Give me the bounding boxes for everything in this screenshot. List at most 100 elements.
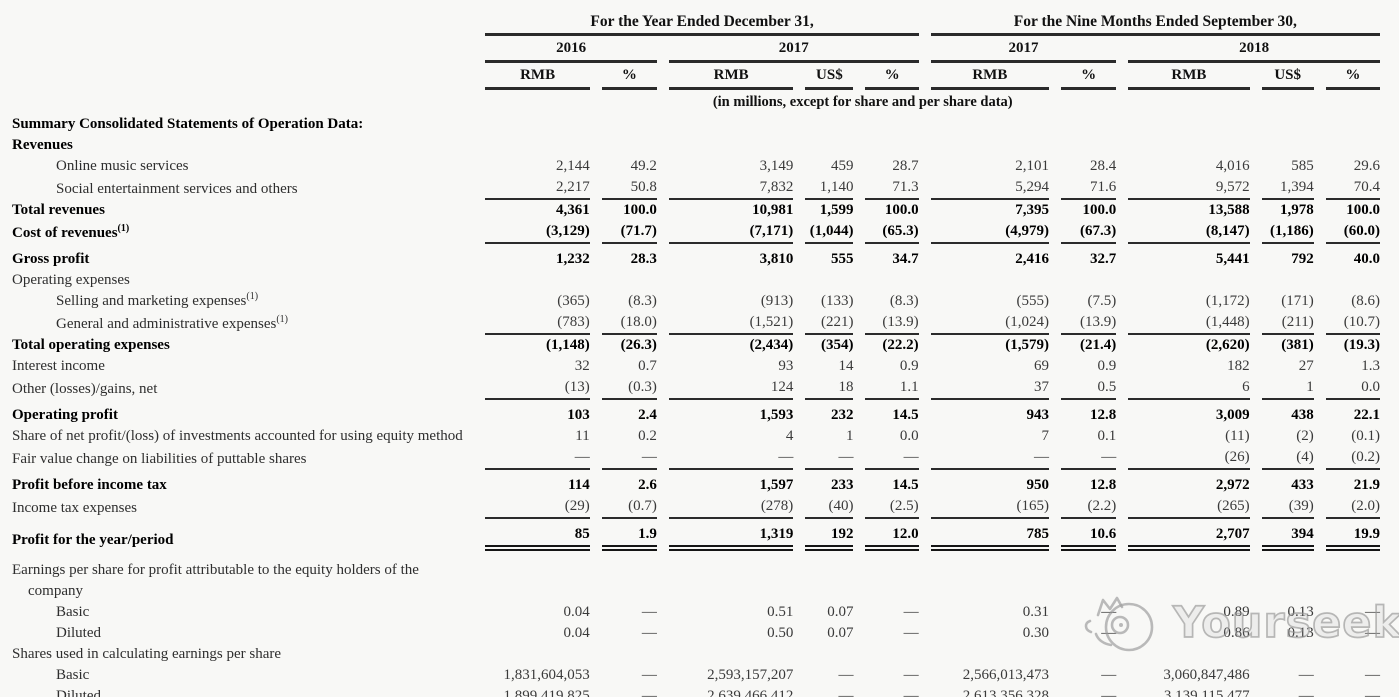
cell-value: 2,613,356,328 — [962, 688, 1050, 697]
col-header-pct: % — [601, 63, 657, 90]
cell-value: 0.07 — [827, 625, 854, 641]
cell-value: 0.0 — [1325, 377, 1380, 400]
cell-value: (71.7) — [601, 221, 657, 244]
cell-value: 5,441 — [1215, 251, 1250, 267]
cell-value: (913) — [760, 293, 794, 309]
cell-value: (354) — [820, 337, 854, 353]
cell-value — [865, 644, 918, 665]
cell-value — [1262, 644, 1314, 665]
table-row: Basic 1,831,604,053 — 2,593,157,207 — — 2,566,… — [12, 665, 1380, 686]
cell-value: (2,620) — [1205, 337, 1250, 353]
cell-value: (1,044) — [805, 221, 854, 244]
row-label-text: Revenues — [12, 137, 73, 153]
cell-value — [1326, 270, 1380, 291]
table-row: Diluted 1,899,419,825 — 2,639,466,412 — — 2,61… — [12, 686, 1380, 697]
cell-value: 0.89 — [1223, 604, 1250, 620]
cell-value: — — [641, 625, 657, 641]
cell-value: 1,140 — [805, 177, 854, 200]
cell-value: 555 — [830, 251, 854, 267]
cell-value: (0.2) — [1325, 447, 1380, 470]
cell-value: 4 — [785, 428, 794, 444]
cell-value — [669, 270, 793, 291]
table-row: Operating profit 103 2.4 1,593 232 14.5 943 12.… — [12, 400, 1380, 426]
year-2017: 2017 — [668, 36, 919, 63]
cell-value: (13.9) — [1061, 312, 1117, 335]
cell-value: (13.9) — [865, 312, 919, 335]
cell-value: (2.2) — [1061, 496, 1117, 519]
row-label: Gross profit — [12, 244, 473, 270]
cell-value: 232 — [830, 407, 854, 423]
cell-value: (2.0) — [1325, 496, 1380, 519]
cell-value: (2.5) — [865, 496, 919, 519]
cell-value — [1326, 114, 1380, 135]
cell-value — [931, 114, 1049, 135]
cell-value — [669, 551, 793, 602]
cell-value — [669, 644, 793, 665]
row-label: Basic — [12, 602, 473, 623]
table-row: Interest income 32 0.7 93 14 0.9 69 0.9 182 27 1.3 — [12, 356, 1380, 377]
cell-value: — — [1101, 604, 1117, 620]
cell-value: 950 — [1026, 477, 1050, 493]
cell-value: 34.7 — [892, 251, 919, 267]
row-label-text: Social entertainment services and others — [56, 181, 298, 197]
cell-value: 2,593,157,207 — [707, 667, 794, 683]
cell-value: 28.7 — [892, 158, 919, 174]
units-note-row: (in millions, except for share and per s… — [12, 90, 1380, 114]
cell-value: 3,810 — [759, 251, 794, 267]
cell-value: — — [641, 688, 657, 697]
cell-value — [931, 135, 1049, 156]
cell-value: (40) — [805, 496, 854, 519]
cell-value: (11) — [1225, 428, 1250, 444]
cell-value — [1061, 270, 1116, 291]
cell-value: 100.0 — [884, 202, 919, 218]
cell-value: 2,707 — [1128, 519, 1250, 551]
cell-value: (65.3) — [865, 221, 919, 244]
cell-value: (1,024) — [930, 312, 1050, 335]
cell-value — [669, 135, 793, 156]
cell-value: (26.3) — [620, 337, 657, 353]
cell-value: 4,361 — [556, 202, 590, 218]
footnote-ref: (1) — [246, 291, 259, 302]
row-label: Summary Consolidated Statements of Opera… — [12, 114, 473, 135]
cell-value: (4,979) — [930, 221, 1050, 244]
cell-value: 0.04 — [563, 625, 590, 641]
cell-value: 1,831,604,053 — [503, 667, 590, 683]
cell-value — [805, 551, 853, 602]
cell-value — [485, 270, 589, 291]
period-group-nine-months: For the Nine Months Ended September 30, — [930, 4, 1380, 36]
cell-value: 0.9 — [899, 358, 919, 374]
cell-value: (19.3) — [1343, 337, 1380, 353]
cell-value: 394 — [1261, 519, 1314, 551]
cell-value: 71.3 — [865, 177, 919, 200]
cell-value: (783) — [485, 312, 590, 335]
row-label-text: Operating expenses — [12, 272, 130, 288]
cell-value: — — [1298, 667, 1314, 683]
col-header-rmb: RMB — [930, 63, 1050, 90]
cell-value: 21.9 — [1353, 477, 1380, 493]
operations-data-table: For the Year Ended December 31, For the … — [0, 4, 1392, 697]
cell-value: 943 — [1026, 407, 1050, 423]
cell-value: — — [838, 688, 854, 697]
row-label-text: General and administrative expenses — [56, 316, 277, 332]
cell-value: 10,981 — [752, 202, 794, 218]
cell-value: 71.6 — [1061, 177, 1117, 200]
cell-value — [805, 135, 853, 156]
row-label: Earnings per share for profit attributab… — [12, 551, 473, 602]
cell-value: (171) — [1281, 293, 1314, 309]
cell-value — [602, 551, 657, 602]
cell-value: 1.9 — [601, 519, 657, 551]
table-row: Total revenues 4,361 100.0 10,981 1,599 100.0… — [12, 200, 1380, 221]
row-label: Share of net profit/(loss) of investment… — [12, 426, 473, 447]
cell-value: 19.9 — [1325, 519, 1380, 551]
col-header-rmb: RMB — [668, 63, 794, 90]
cell-value: (4) — [1261, 447, 1314, 470]
cell-value: 0.13 — [1287, 625, 1314, 641]
cell-value — [865, 114, 918, 135]
col-header-pct: % — [1061, 63, 1117, 90]
row-label: Fair value change on liabilities of putt… — [12, 447, 473, 470]
row-label-text: Shares used in calculating earnings per … — [12, 646, 282, 662]
row-label: Selling and marketing expenses(1) — [12, 291, 473, 312]
cell-value — [485, 114, 589, 135]
cell-value — [1262, 114, 1314, 135]
cell-value: (26) — [1128, 447, 1250, 470]
